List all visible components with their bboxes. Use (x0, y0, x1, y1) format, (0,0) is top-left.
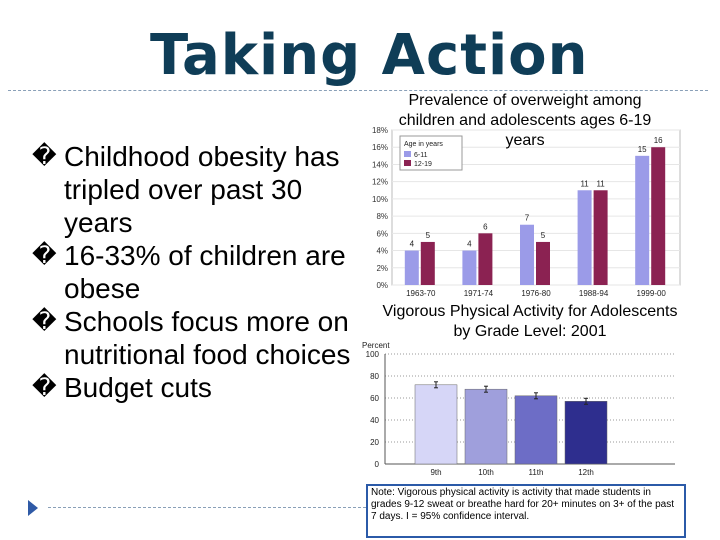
legend-swatch (404, 160, 411, 166)
bar-data-label: 11 (596, 179, 605, 188)
x-tick-label: 9th (430, 468, 441, 477)
bullet-marker: � (32, 374, 57, 401)
y-tick-label: 2% (376, 264, 388, 273)
y-tick-label: 40 (370, 416, 379, 425)
y-axis-label: Percent (362, 341, 390, 350)
y-tick-label: 100 (366, 350, 380, 359)
slide-title: Taking Action (150, 23, 589, 88)
bullet-text: Childhood obesity has tripled over past … (64, 141, 340, 238)
x-tick-label: 11th (529, 468, 544, 477)
bullet-item: � 16-33% of children are obese (32, 239, 352, 305)
bar-6-11 (462, 250, 477, 285)
y-tick-label: 0 (375, 460, 380, 469)
x-tick-label: 10th (478, 468, 494, 477)
y-tick-label: 10% (372, 195, 388, 204)
bar-data-label: 11 (580, 179, 589, 188)
x-tick-label: 12th (578, 468, 594, 477)
activity-bar (414, 384, 458, 465)
title-divider (8, 90, 708, 91)
y-tick-label: 80 (370, 372, 379, 381)
legend-title: Age in years (404, 141, 443, 148)
y-tick-label: 6% (376, 229, 388, 238)
legend-label: 6-11 (414, 152, 428, 159)
overweight-chart-title: Prevalence of overweight among children … (398, 92, 652, 149)
legend-label: 12-19 (414, 161, 432, 168)
bar-12-19 (593, 190, 608, 285)
x-tick-label: 1999-00 (637, 289, 667, 298)
bar-12-19 (478, 233, 493, 285)
bar-data-label: 15 (638, 145, 647, 154)
bar-12-19 (536, 241, 550, 285)
bar-data-label: 6 (483, 222, 488, 231)
bullet-item: � Budget cuts (32, 371, 352, 404)
y-tick-label: 4% (376, 247, 388, 256)
bottom-divider (48, 507, 366, 508)
legend-swatch (404, 151, 411, 157)
bar-6-11 (635, 155, 650, 285)
activity-bar (514, 395, 558, 465)
bar-data-label: 16 (654, 136, 663, 145)
bar-data-label: 4 (410, 240, 415, 249)
bullet-text: Schools focus more on nutritional food c… (64, 306, 351, 370)
y-tick-label: 12% (372, 178, 388, 187)
x-tick-label: 1963-70 (406, 289, 436, 298)
bullet-text: 16-33% of children are obese (64, 240, 346, 304)
activity-chart-title: Vigorous Physical Activity for Adolescen… (382, 303, 678, 340)
activity-bar (464, 388, 508, 465)
bullet-item: � Schools focus more on nutritional food … (32, 305, 352, 371)
physical-activity-chart: Percent 0 20 40 60 80 100 9th 10th 11th 12th (362, 341, 675, 477)
overweight-prevalence-chart: 0% 2% 4% 6% 8% 10% 12% 14% 16% 18% 4 5 1963-70 4 6 1971… (372, 126, 681, 298)
y-tick-label: 60 (370, 394, 379, 403)
bar-12-19 (420, 241, 435, 285)
bar-data-label: 4 (467, 240, 472, 249)
x-tick-label: 1976-80 (521, 289, 551, 298)
x-tick-label: 1971-74 (464, 289, 494, 298)
bullet-list: � Childhood obesity has tripled over past… (32, 140, 352, 404)
bullet-marker: � (32, 308, 57, 335)
next-arrow-icon (28, 500, 38, 516)
bullet-item: � Childhood obesity has tripled over past… (32, 140, 352, 239)
bar-6-11 (520, 224, 534, 285)
bullet-text: Budget cuts (64, 372, 212, 403)
y-tick-label: 18% (372, 126, 388, 135)
y-tick-label: 14% (372, 160, 388, 169)
bar-6-11 (404, 250, 419, 285)
y-tick-label: 8% (376, 212, 388, 221)
bar-12-19 (651, 147, 666, 285)
activity-bar (564, 401, 608, 465)
bar-data-label: 7 (525, 214, 530, 223)
bar-data-label: 5 (426, 231, 431, 240)
bullet-marker: � (32, 242, 57, 269)
chart-note: Note: Vigorous physical activity is acti… (366, 484, 686, 538)
y-tick-label: 16% (372, 143, 388, 152)
bar-data-label: 5 (541, 231, 546, 240)
bullet-marker: � (32, 143, 57, 170)
y-tick-label: 20 (370, 438, 379, 447)
x-tick-label: 1988-94 (579, 289, 609, 298)
y-tick-label: 0% (376, 281, 388, 290)
bar-6-11 (577, 190, 592, 285)
